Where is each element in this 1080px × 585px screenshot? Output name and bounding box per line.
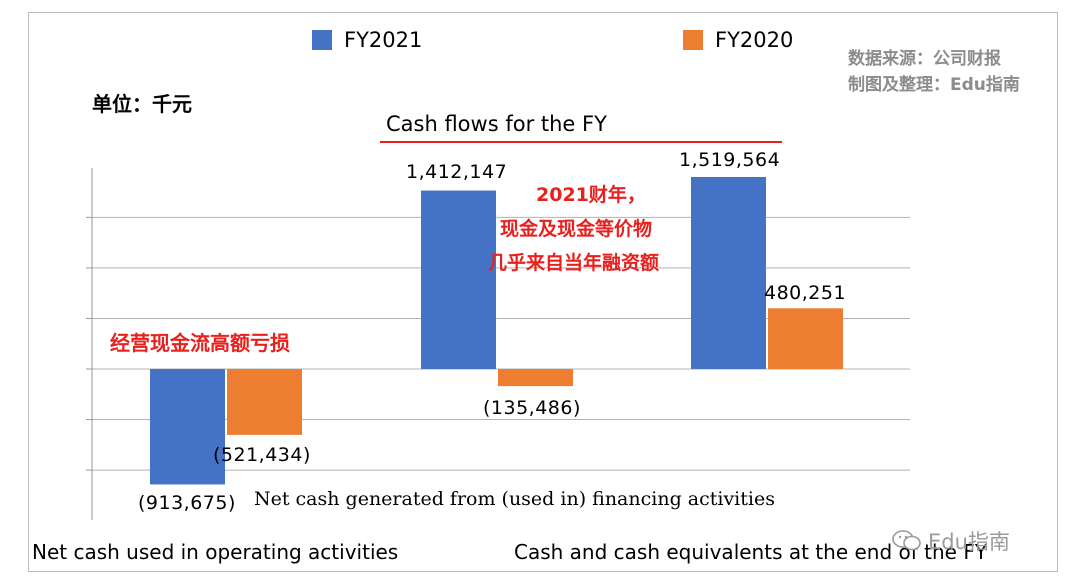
wechat-icon (892, 530, 921, 551)
bar-fy2020-3 (768, 308, 843, 369)
legend-label-fy2021: FY2021 (344, 28, 423, 52)
legend-label-fy2020: FY2020 (715, 28, 794, 52)
watermark: Edu指南 (892, 526, 1010, 556)
annotation-cash-equivalents: 现金及现金等价物 (500, 218, 653, 240)
annotation-operating-loss: 经营现金流高额亏损 (110, 331, 290, 355)
bar-fy2020-2 (498, 369, 573, 387)
source-line-data: 数据来源：公司财报 (848, 49, 1001, 69)
data-label-fy2021-cash: 1,519,564 (679, 149, 781, 171)
data-label-fy2020-operating: (521,434) (213, 444, 311, 466)
legend-swatch-fy2021 (312, 30, 332, 50)
unit-label: 单位：千元 (92, 92, 192, 116)
chart-frame (28, 12, 1058, 572)
title-underline (380, 141, 782, 143)
bar-fy2021-2 (421, 190, 496, 369)
data-label-fy2020-financing: (135,486) (483, 397, 581, 419)
source-note: 数据来源：公司财报 制图及整理：Edu指南 (848, 46, 1020, 98)
legend-swatch-fy2020 (683, 30, 703, 50)
data-label-fy2021-operating: (913,675) (138, 492, 236, 514)
data-label-fy2020-cash: 480,251 (764, 282, 847, 304)
chart-annotation-title: Cash flows for the FY (386, 112, 607, 136)
source-line-author: 制图及整理：Edu指南 (848, 75, 1020, 95)
annotation-fy2021: 2021财年， (536, 184, 646, 206)
legend-item-fy2020: FY2020 (683, 28, 793, 52)
bar-fy2021-3 (691, 177, 766, 369)
annotation-from-financing: 几乎来自当年融资额 (488, 252, 660, 274)
bar-fy2021-1 (150, 369, 225, 485)
category-label-operating: Net cash used in operating activities (32, 540, 399, 564)
data-label-fy2021-financing: 1,412,147 (406, 161, 508, 183)
watermark-text: Edu指南 (928, 530, 1010, 554)
legend-item-fy2021: FY2021 (312, 28, 422, 52)
category-label-financing: Net cash generated from (used in) financ… (254, 488, 775, 510)
bar-fy2020-1 (227, 369, 302, 435)
